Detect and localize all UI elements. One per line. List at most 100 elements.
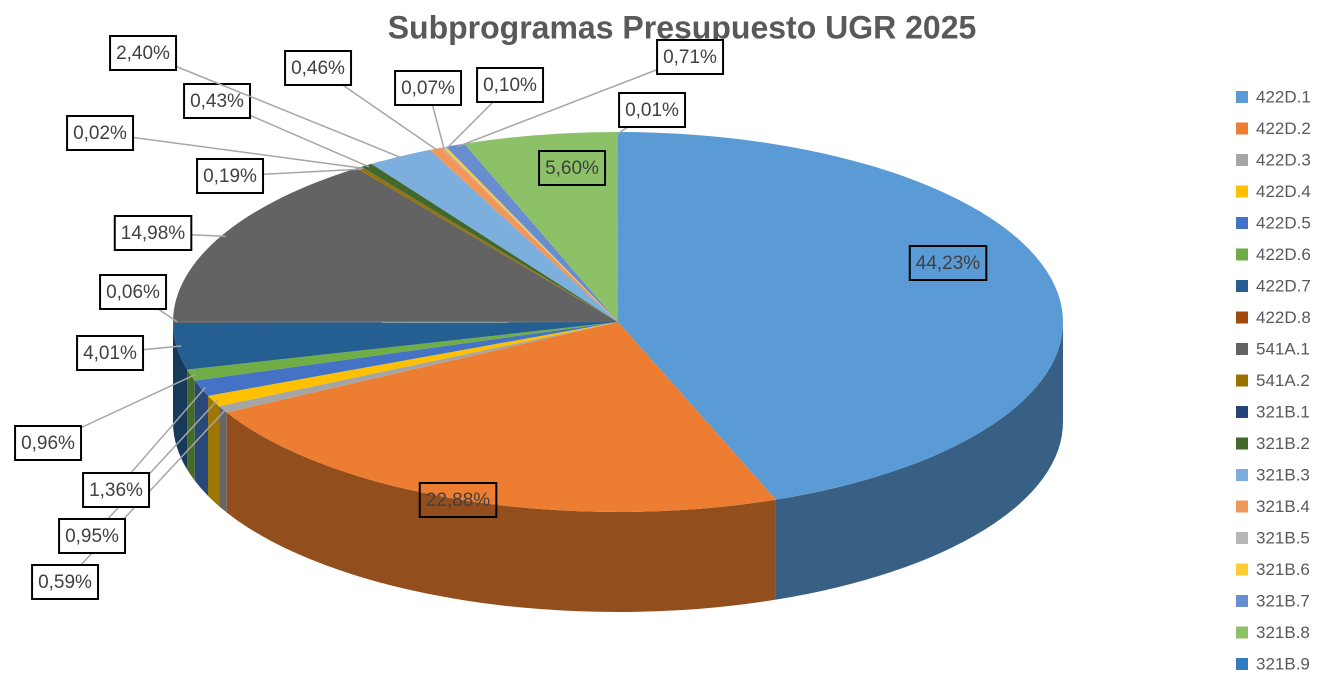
legend-label: 321B.4 <box>1256 497 1310 516</box>
pie-side <box>775 322 1063 600</box>
label-box <box>418 482 498 518</box>
label-text: 1,36% <box>89 480 143 501</box>
legend-label: 541A.2 <box>1256 371 1310 390</box>
pie-side <box>187 369 195 481</box>
label-text: 2,40% <box>116 43 170 64</box>
pie-side <box>219 406 227 513</box>
data-label: 0,43% <box>183 83 370 168</box>
label-box <box>196 158 265 194</box>
data-label: 5,60% <box>538 150 607 186</box>
data-label: 0,96% <box>14 373 196 461</box>
label-box <box>656 39 725 75</box>
pie-slice <box>443 146 618 322</box>
label-text: 5,60% <box>545 158 599 179</box>
legend-swatch <box>1236 122 1248 135</box>
pie-slice <box>356 166 618 322</box>
pie-slice <box>208 322 618 407</box>
pie-slice <box>194 322 618 396</box>
label-text: 4,01% <box>83 343 137 364</box>
legend-label: 422D.2 <box>1256 119 1311 138</box>
data-label: 14,98% <box>113 215 226 251</box>
legend-label: 422D.4 <box>1256 182 1311 201</box>
legend-label: 321B.5 <box>1256 528 1310 547</box>
label-text: 0,07% <box>401 78 455 99</box>
label-text: 0,19% <box>203 166 257 187</box>
pie-side <box>208 395 220 507</box>
legend-swatch <box>1236 91 1248 103</box>
data-label: 4,01% <box>76 335 182 371</box>
legend-label: 321B.7 <box>1256 591 1310 610</box>
legend-swatch <box>1236 658 1248 670</box>
legend-label: 321B.3 <box>1256 465 1310 484</box>
label-box <box>476 67 545 103</box>
legend-label: 321B.8 <box>1256 623 1310 642</box>
label-text: 0,06% <box>106 282 160 303</box>
legend-label: 422D.1 <box>1256 87 1311 106</box>
pie-slice <box>219 322 618 413</box>
legend-swatch <box>1236 437 1248 450</box>
legend-swatch <box>1236 532 1248 544</box>
pie-side <box>173 322 188 470</box>
label-text: 0,43% <box>190 91 244 112</box>
legend-swatch <box>1236 280 1248 292</box>
label-text: 0,96% <box>21 433 75 454</box>
label-text: 0,59% <box>38 572 92 593</box>
label-text: 14,98% <box>121 223 186 244</box>
legend-swatch <box>1236 500 1248 513</box>
legend-label: 422D.8 <box>1256 308 1311 327</box>
data-label: 1,36% <box>82 387 206 508</box>
legend-label: 422D.6 <box>1256 245 1311 264</box>
label-text: 0,95% <box>65 526 119 547</box>
label-text: 0,71% <box>663 47 717 68</box>
data-label: 0,71% <box>456 39 725 148</box>
legend-swatch <box>1236 343 1248 355</box>
pie-slice <box>226 322 776 512</box>
pie-slice <box>187 322 618 381</box>
label-box <box>908 245 988 281</box>
data-label: 0,06% <box>99 274 178 323</box>
data-label: 0,19% <box>196 158 362 194</box>
data-label: 0,46% <box>284 50 438 152</box>
legend-swatch <box>1236 563 1248 576</box>
legend-swatch <box>1236 311 1248 324</box>
legend-swatch <box>1236 154 1248 166</box>
legend-swatch <box>1236 185 1248 198</box>
pie-slice <box>173 322 618 370</box>
leader-line <box>456 56 691 148</box>
legend-label: 422D.7 <box>1256 276 1311 295</box>
data-label: 2,40% <box>109 35 403 159</box>
legend-label: 321B.2 <box>1256 434 1310 453</box>
label-text: 0,02% <box>73 123 127 144</box>
leader-line <box>99 132 364 170</box>
pie-slice <box>429 147 618 322</box>
leader-line <box>142 52 403 159</box>
label-box <box>82 472 151 508</box>
pie-slice <box>361 166 618 322</box>
data-label: 0,01% <box>617 92 687 135</box>
pie-slice <box>445 143 618 322</box>
legend-label: 321B.9 <box>1256 654 1310 673</box>
label-box <box>76 335 145 371</box>
legend-label: 321B.1 <box>1256 402 1310 421</box>
legend-swatch <box>1236 595 1248 607</box>
pie-slice <box>618 132 1063 500</box>
legend-swatch <box>1236 406 1248 418</box>
label-box <box>113 215 193 251</box>
pie-slice <box>441 147 618 322</box>
data-label: 0,95% <box>58 399 218 554</box>
label-box <box>284 50 353 86</box>
label-text: 0,01% <box>625 100 679 121</box>
label-text: 0,10% <box>483 75 537 96</box>
label-box <box>58 518 127 554</box>
label-text: 44,23% <box>916 253 981 274</box>
label-box <box>99 274 168 310</box>
pie-side <box>194 380 209 496</box>
label-box <box>394 70 463 106</box>
label-box <box>31 564 100 600</box>
label-box <box>14 425 83 461</box>
data-label: 0,02% <box>66 115 364 170</box>
label-text: 22,88% <box>426 490 491 511</box>
legend-label: 422D.3 <box>1256 150 1311 169</box>
legend-swatch <box>1236 248 1248 261</box>
pie-side <box>226 412 776 612</box>
